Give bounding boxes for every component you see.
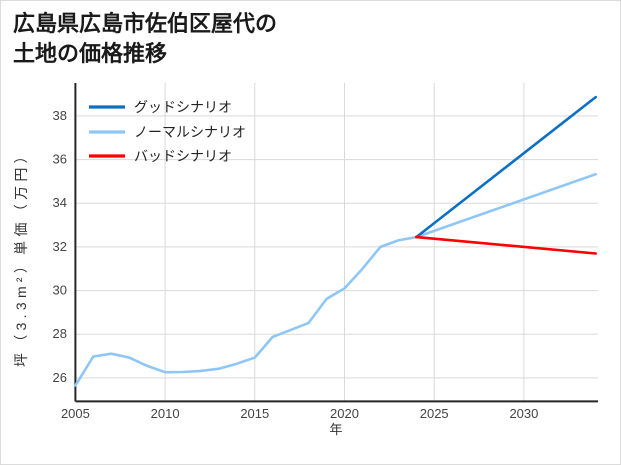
svg-text:2005: 2005 [61,406,90,421]
svg-text:30: 30 [53,283,67,298]
svg-text:34: 34 [53,195,67,210]
svg-text:2015: 2015 [240,406,269,421]
svg-text:2010: 2010 [151,406,180,421]
svg-text:38: 38 [53,108,67,123]
svg-text:2030: 2030 [509,406,538,421]
svg-text:32: 32 [53,239,67,254]
svg-text:2025: 2025 [420,406,449,421]
svg-text:バッドシナリオ: バッドシナリオ [134,148,232,164]
svg-text:2020: 2020 [330,406,359,421]
svg-text:26: 26 [53,370,67,385]
svg-text:グッドシナリオ: グッドシナリオ [134,99,232,115]
svg-text:36: 36 [53,152,67,167]
svg-text:年: 年 [329,422,342,437]
svg-text:ノーマルシナリオ: ノーマルシナリオ [134,124,246,140]
svg-text:28: 28 [53,326,67,341]
